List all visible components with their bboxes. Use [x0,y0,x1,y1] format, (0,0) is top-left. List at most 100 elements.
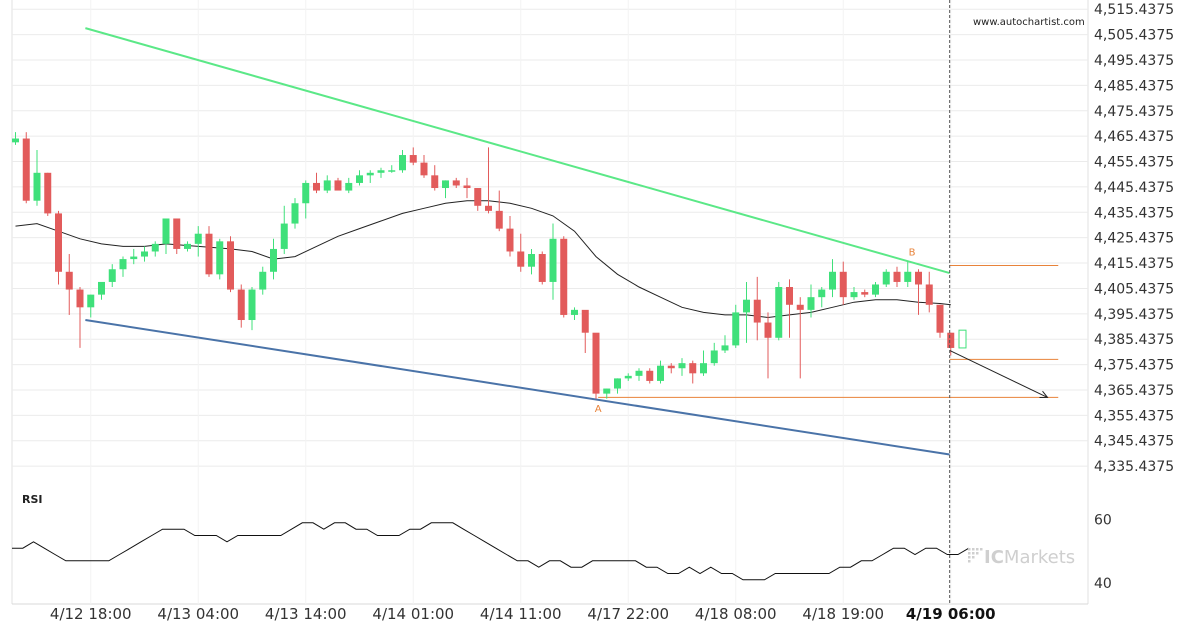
candle-body [409,155,417,163]
candle-body [764,322,772,338]
candle-body [474,188,482,206]
candlesticks [12,132,967,399]
y-tick-label: 4,505.4375 [1094,28,1174,44]
candle-body [721,345,729,351]
candle-body [495,210,503,229]
brand-dot [968,552,971,555]
candle-body [130,256,138,260]
brand-prefix: IC [984,547,1004,568]
brand-dot [968,548,971,551]
y-tick-label: 4,335.4375 [1094,459,1174,475]
y-tick-label: 4,435.4375 [1094,205,1174,221]
candle-body [786,287,793,305]
x-tick-label: 4/12 18:00 [50,605,132,623]
candle-body [237,289,245,321]
candle-body [216,241,224,275]
candle-body [743,299,750,313]
candle-body [538,254,546,282]
brand-dot [976,548,979,551]
candle-body [710,350,718,364]
brand-dot [968,560,971,563]
rsi-line [12,522,970,581]
brand-name: Markets [1004,547,1075,568]
x-tick-label: 4/14 11:00 [480,605,562,623]
axes: 4,515.4375 4,505.4375 4,495.4375 4,485.4375… [50,2,1174,623]
candle-body [108,269,116,282]
candle-body [151,243,159,252]
candle-body [227,241,234,290]
y-tick-label: 4,445.4375 [1094,180,1174,196]
candle-body [162,218,170,244]
y-tick-label: 4,485.4375 [1094,78,1174,94]
x-tick-label: 4/18 19:00 [802,605,884,623]
resistance-line [85,27,950,275]
y-tick-label: 4,515.4375 [1094,2,1174,18]
candle-body [657,365,664,381]
rsi-tick-label: 60 [1094,513,1112,529]
y-tick-label: 4,365.4375 [1094,383,1174,399]
candle-body [549,238,557,282]
candle-body [925,284,933,305]
brand-logo: ICMarkets [968,547,1075,568]
candle-body [87,294,95,308]
candle-body [614,378,621,389]
candle-body [635,370,643,376]
candle-body [624,375,632,379]
candle-body [302,182,310,204]
candle-body [882,271,890,285]
candle-body [366,172,374,176]
candle-body [861,292,869,295]
candle-body-partial [958,329,967,349]
candle-body [818,289,826,298]
candle-body [356,175,363,183]
candle-body [915,271,922,285]
y-tick-label: 4,355.4375 [1094,408,1174,424]
candle-body [463,185,471,189]
candle-body [173,218,181,249]
candle-body [33,172,41,201]
candle-body [442,180,449,189]
candle-body [517,251,525,267]
x-tick-label: 4/13 14:00 [265,605,347,623]
projection-line [949,350,1048,398]
y-tick-label: 4,415.4375 [1094,256,1174,272]
candle-body [689,363,697,374]
candle-body [528,254,535,267]
candle-body [581,309,589,333]
brand-dot [976,552,979,555]
brand-dot [972,552,975,555]
brand-dots-icon [968,548,983,563]
support-line [85,319,950,456]
candle-body [904,271,912,282]
y-tick-label: 4,465.4375 [1094,129,1174,145]
projection: AB [595,248,1049,415]
candle-body [55,213,62,272]
candle-body [65,271,73,290]
candle-body [280,223,288,249]
x-tick-label: 4/13 04:00 [157,605,239,623]
candle-body [313,182,320,191]
candle-body [291,203,299,224]
candle-body [270,248,277,272]
candle-body [678,363,686,369]
candle-body [399,155,406,171]
y-tick-label: 4,425.4375 [1094,231,1174,247]
x-tick-label: 4/14 01:00 [372,605,454,623]
candle-body [560,238,568,315]
point-label-a: A [595,404,602,415]
y-tick-label: 4,345.4375 [1094,434,1174,450]
candle-body [506,228,514,252]
y-tick-label: 4,495.4375 [1094,53,1174,69]
rsi-tick-label: 40 [1094,576,1112,592]
brand-dot [972,556,975,559]
x-tick-label: 4/18 08:00 [695,605,777,623]
candle-body [807,297,815,310]
candle-body [334,180,342,191]
y-tick-label: 4,395.4375 [1094,307,1174,323]
candle-body [184,243,191,249]
plot-area [12,0,1088,604]
candle-body [829,271,836,290]
candle-body [839,271,847,298]
candle-body [603,388,611,394]
